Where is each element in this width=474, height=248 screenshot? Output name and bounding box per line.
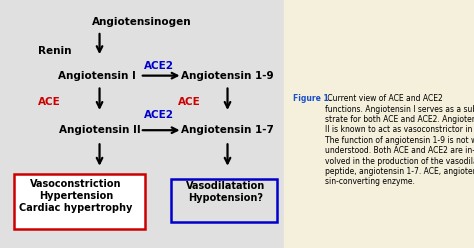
Text: Vasoconstriction
Hypertension
Cardiac hypertrophy: Vasoconstriction Hypertension Cardiac hy… [19, 179, 133, 213]
Text: ACE: ACE [178, 97, 201, 107]
Text: Angiotensinogen: Angiotensinogen [92, 17, 192, 27]
Bar [14, 174, 145, 229]
Text: Renin: Renin [38, 46, 71, 56]
Text: Angiotensin I: Angiotensin I [58, 71, 136, 81]
Text: ACE: ACE [38, 97, 61, 107]
Text: Angiotensin 1-7: Angiotensin 1-7 [181, 125, 274, 135]
Bar [0, 0, 284, 248]
Bar [171, 179, 277, 222]
Text: ACE2: ACE2 [144, 61, 174, 71]
Text: ACE2: ACE2 [144, 110, 174, 120]
Text: Vasodilatation
Hypotension?: Vasodilatation Hypotension? [185, 181, 265, 203]
Text: Figure 1.: Figure 1. [293, 94, 331, 103]
Text: Angiotensin II: Angiotensin II [59, 125, 140, 135]
Bar [284, 0, 474, 248]
Text: Angiotensin 1-9: Angiotensin 1-9 [181, 71, 274, 81]
Text: Current view of ACE and ACE2
functions. Angiotensin I serves as a sub-
strate fo: Current view of ACE and ACE2 functions. … [325, 94, 474, 186]
